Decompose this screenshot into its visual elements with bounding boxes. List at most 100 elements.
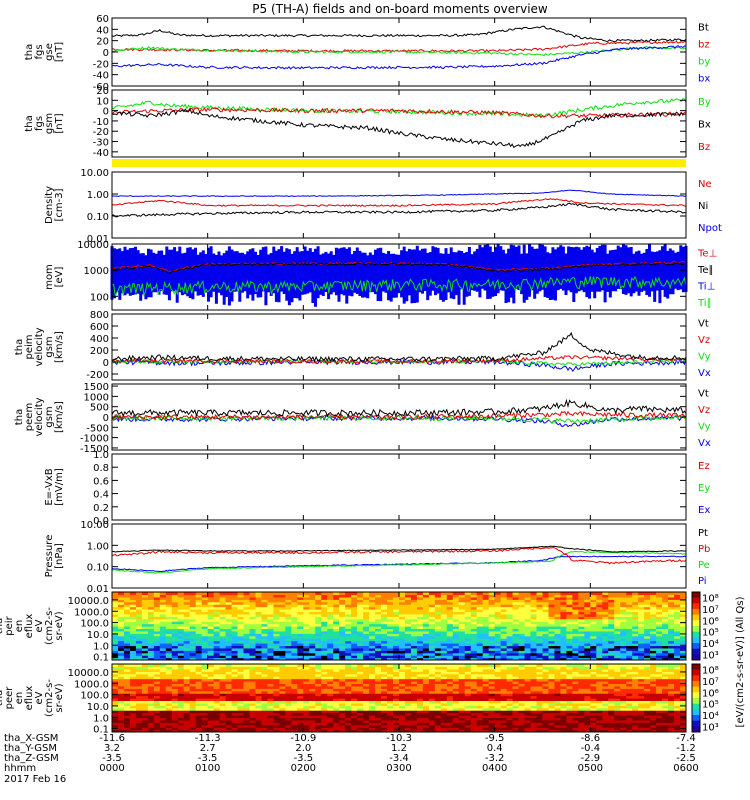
panel-pressure: 10.00 1.00 0.10 0.01 Pressure [nPa] Pt Pb Pe Pi [44, 520, 710, 595]
peem-ytick-label: -1500 [80, 444, 109, 455]
peem-series-Vx [111, 414, 687, 428]
peim-ylabel-line: peim [24, 334, 35, 359]
pressure-legend-1: Pb [698, 544, 710, 555]
peer-ylabel: tha peer en eflux eV (cm2-s-sr-eV) [0, 679, 65, 717]
x-row-value: -3.2 [485, 753, 505, 764]
peir-ytick-label: 100.0 [80, 619, 109, 630]
orbit-status-bar [112, 159, 686, 167]
peir-colorbar-tick: 10⁴ [702, 639, 719, 650]
peir-ylabel-line: peir [4, 615, 15, 635]
peem-legend-0: Vt [698, 388, 709, 399]
peem-ytick-label: 0 [103, 413, 109, 424]
fgs_gsm-ytick-label: -40 [93, 148, 109, 159]
fgs_gse-legend-1: bz [698, 40, 710, 51]
peer-colorbar-frame [691, 663, 701, 733]
pressure-series-Pe [111, 550, 687, 574]
x-row-value: 0500 [578, 763, 603, 774]
pressure-ytick-label: 10.00 [80, 520, 109, 531]
fgs_gsm-ytick-label: 10 [96, 96, 109, 107]
peim-ytick-label: 600 [90, 322, 109, 333]
peir-colorbar-cell [692, 637, 700, 644]
peir-colorbar-frame [691, 591, 701, 661]
peer-colorbar-cell [692, 703, 700, 710]
peer-ylabel-line: en [14, 692, 25, 705]
density-ylabel-line: [cm-3] [54, 188, 65, 221]
temp-legend-3: Ti∥ [697, 298, 712, 309]
fgs_gse-legend-2: by [698, 57, 710, 68]
peer-ytick-label: 1000.0 [74, 679, 109, 690]
fgs_gse-ytick-label: 40 [96, 25, 109, 36]
pressure-legend-3: Pi [698, 576, 707, 587]
peir-ylabel-line: tha [0, 618, 5, 634]
fgs_gsm-legend-0: By [698, 97, 711, 108]
fgs_gse-ylabel: tha fgs gse [nT] [24, 42, 65, 62]
efield-ylabel-line: [mV/m] [54, 468, 65, 506]
peer-ytick-label: 0.1 [93, 725, 109, 736]
peer-colorbar-cell [692, 675, 700, 682]
fgs_gse-ylabel-line: [nT] [54, 42, 65, 62]
peir-colorbar-tick: 10⁶ [702, 616, 719, 627]
fgs_gsm-series-By [111, 98, 687, 119]
peem-ylabel-line: tha [14, 409, 25, 425]
x-row-value: -2.5 [676, 753, 696, 764]
peer-colorbar-tick: 10⁵ [702, 700, 719, 711]
peer-ytick-label: 10000.0 [68, 668, 109, 679]
x-row-value: 1.2 [391, 743, 407, 754]
x-date-label: 2017 Feb 16 [4, 774, 66, 785]
peer-ytick-label: 10.0 [87, 702, 109, 713]
x-row-label: hhmm [4, 763, 36, 774]
peer-colorbar-cell [692, 726, 700, 733]
peem-series-Vz [111, 410, 687, 421]
peim-ytick-label: 0 [103, 358, 109, 369]
fgs_gse-ytick-label: 60 [96, 14, 109, 25]
pressure-ytick-label: 0.01 [87, 584, 109, 595]
fgs_gsm-ylabel: tha fgs gsm [nT] [24, 113, 65, 134]
peem-series-Vy [111, 414, 687, 424]
peer-colorbar-tick: 10⁴ [702, 711, 719, 722]
efield-legend-0: Ez [698, 461, 710, 472]
peir-ytick-label: 1000.0 [74, 607, 109, 618]
x-row-value: -0.4 [581, 743, 601, 754]
temp-legend-1: Te∥ [697, 265, 714, 276]
peir-spectrogram [112, 592, 686, 660]
peer-ytick-label: 1.0 [93, 713, 109, 724]
peem-ylabel-line: velocity [34, 397, 45, 436]
fgs_gse-ylabel-line: fgs [34, 44, 45, 59]
fgs_gsm-ytick-label: 20 [96, 86, 109, 97]
x-axis-labels: tha_X-GSM -11.6 -11.3 -10.9 -10.3 -9.5 -8.6 -7.… [4, 733, 699, 785]
peim-ylabel-line: [km/s] [54, 331, 65, 363]
fgs_gsm-legend-1: Bx [698, 120, 711, 131]
temp-ytick-label: 100 [90, 292, 109, 303]
fgs_gse-legend-0: Bt [698, 23, 709, 34]
fgs_gse-legend-3: bx [698, 74, 710, 85]
colorbar-label: [eV/(cm2-s-sr-eV)] (All Qs) [735, 596, 746, 727]
temp-ytick-label: 1000 [84, 266, 109, 277]
x-row-value: 3.2 [104, 743, 120, 754]
peim-ylabel-line: tha [14, 339, 25, 355]
peer-colorbar-cell [692, 692, 700, 699]
density-series-Ni [111, 202, 687, 218]
fgs_gsm-ytick-label: -10 [93, 117, 109, 128]
efield-ylabel: E=-VxB [mV/m] [44, 468, 65, 506]
x-row-value: -3.4 [389, 753, 409, 764]
peem-ylabel-line: [km/s] [54, 401, 65, 433]
pressure-legend-0: Pt [698, 528, 708, 539]
peim-ytick-label: 200 [90, 346, 109, 357]
temp-ylabel-line: mom [44, 264, 55, 290]
x-row-value: 0400 [482, 763, 507, 774]
peir-ylabel-line: eflux [24, 614, 35, 639]
temp-legend-0: Te⊥ [697, 248, 717, 259]
efield-legend-1: Ey [698, 483, 710, 494]
peer-colorbar-cell [692, 720, 700, 727]
peim-series-Vz [111, 355, 687, 365]
fgs_gsm-ytick-label: -30 [93, 138, 109, 149]
x-row-value: -3.5 [294, 753, 314, 764]
peir-ytick-label: 10000.0 [68, 596, 109, 607]
fgs_gsm-series-Bz [111, 107, 687, 119]
peir-ylabel-line: en [14, 620, 25, 633]
